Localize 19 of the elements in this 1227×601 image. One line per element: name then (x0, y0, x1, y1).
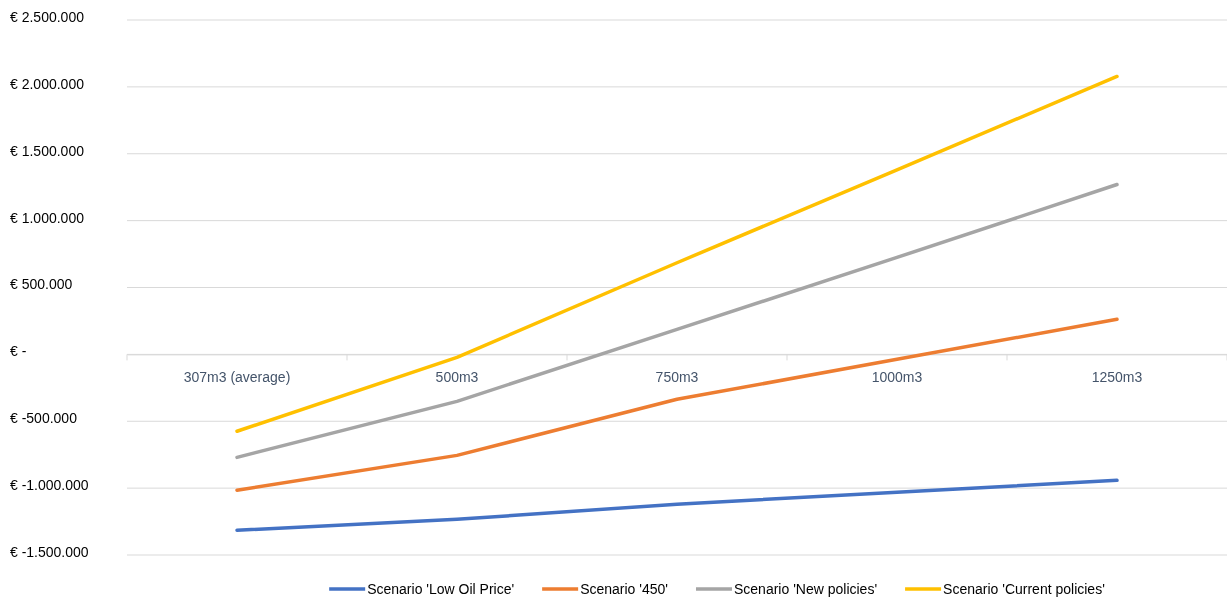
x-tick-label: 1000m3 (871, 369, 923, 386)
y-tick-label: € 2.000.000 (10, 75, 85, 92)
y-tick-label: € -1.000.000 (10, 477, 89, 494)
y-tick-label: € -500.000 (10, 410, 78, 427)
legend-label: Scenario 'Current policies' (943, 580, 1105, 597)
x-tick-label: 500m3 (435, 369, 479, 386)
x-tick-label: 750m3 (655, 369, 699, 386)
legend-label: Scenario '450' (580, 580, 668, 597)
x-tick-label: 307m3 (average) (183, 369, 291, 386)
y-tick-label: € 1.000.000 (10, 209, 85, 226)
legend-label: Scenario 'Low Oil Price' (367, 580, 515, 597)
line-series (235, 478, 1119, 533)
legend-label: Scenario 'New policies' (733, 580, 878, 597)
y-tick-label: € 1.500.000 (10, 142, 85, 159)
y-tick-label: € 2.500.000 (10, 8, 85, 25)
x-tick-label: 1250m3 (1091, 369, 1143, 386)
y-tick-label: € - (10, 343, 27, 360)
y-tick-label: € -1.500.000 (10, 543, 89, 560)
y-tick-label: € 500.000 (10, 276, 73, 293)
